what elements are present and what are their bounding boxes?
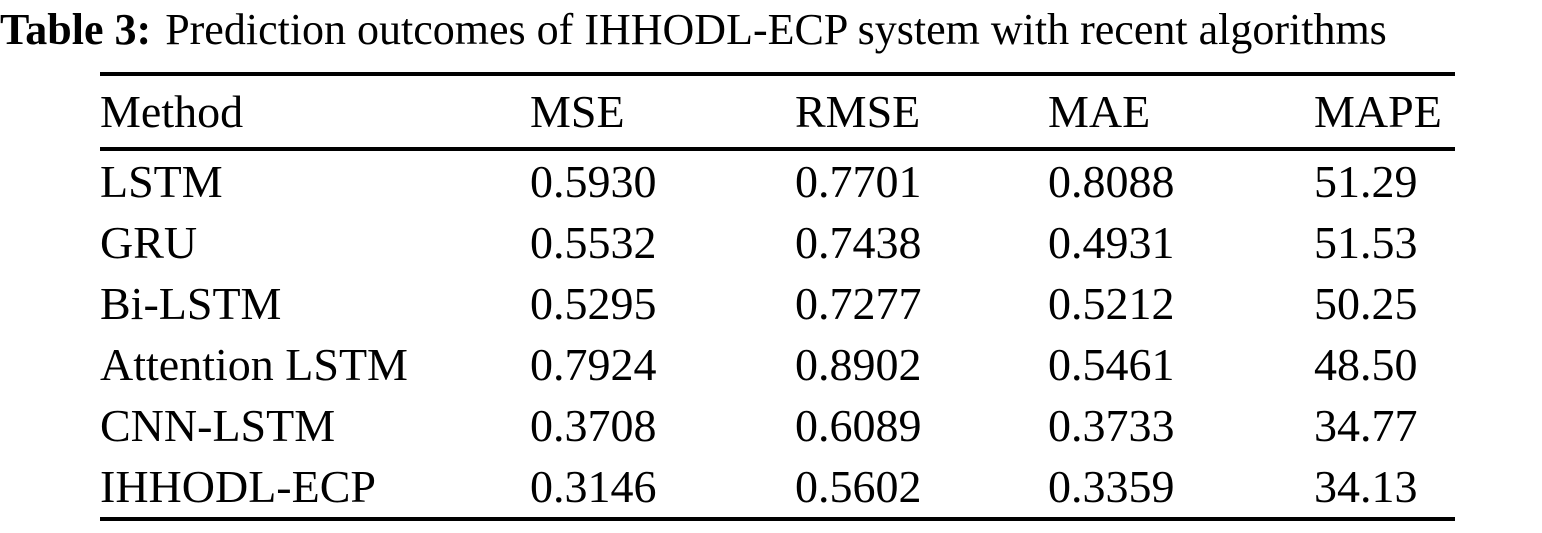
cell-mape: 34.77 — [1314, 399, 1418, 451]
table-row: Bi-LSTM 0.5295 0.7277 0.5212 50.25 — [100, 273, 1455, 334]
cell-mse: 0.5532 — [530, 216, 657, 268]
cell-method: Bi-LSTM — [100, 277, 282, 329]
cell-mae: 0.8088 — [1048, 155, 1175, 207]
table-row: CNN-LSTM 0.3708 0.6089 0.3733 34.77 — [100, 395, 1455, 456]
cell-mae: 0.5461 — [1048, 338, 1175, 390]
table-row: GRU 0.5532 0.7438 0.4931 51.53 — [100, 212, 1455, 273]
cell-rmse: 0.5602 — [795, 460, 922, 512]
column-header-mse: MSE — [530, 85, 625, 137]
cell-mape: 34.13 — [1314, 460, 1418, 512]
table-row: LSTM 0.5930 0.7701 0.8088 51.29 — [100, 151, 1455, 212]
column-header-mape: MAPE — [1314, 85, 1442, 137]
cell-method: Attention LSTM — [100, 338, 408, 390]
cell-rmse: 0.8902 — [795, 338, 922, 390]
table-caption: Table 3: Prediction outcomes of IHHODL-EC… — [0, 2, 1542, 58]
cell-mae: 0.4931 — [1048, 216, 1175, 268]
cell-rmse: 0.7701 — [795, 155, 922, 207]
cell-mse: 0.3708 — [530, 399, 657, 451]
cell-method: GRU — [100, 216, 198, 268]
cell-rmse: 0.7277 — [795, 277, 922, 329]
cell-method: IHHODL-ECP — [100, 460, 376, 512]
cell-mape: 51.29 — [1314, 155, 1418, 207]
table-row: IHHODL-ECP 0.3146 0.5602 0.3359 34.13 — [100, 456, 1455, 517]
results-table: Method MSE RMSE MAE MAPE LSTM 0.5930 0.7… — [100, 72, 1455, 521]
cell-mae: 0.5212 — [1048, 277, 1175, 329]
column-header-rmse: RMSE — [795, 85, 921, 137]
cell-mse: 0.5930 — [530, 155, 657, 207]
column-header-mae: MAE — [1048, 85, 1151, 137]
cell-mse: 0.7924 — [530, 338, 657, 390]
table-caption-label: Table 3: — [0, 5, 152, 54]
table-caption-text: Prediction outcomes of IHHODL-ECP system… — [165, 5, 1387, 54]
cell-method: CNN-LSTM — [100, 399, 336, 451]
cell-mape: 51.53 — [1314, 216, 1418, 268]
cell-rmse: 0.7438 — [795, 216, 922, 268]
table-header-row: Method MSE RMSE MAE MAPE — [100, 76, 1455, 151]
cell-mape: 50.25 — [1314, 277, 1418, 329]
cell-rmse: 0.6089 — [795, 399, 922, 451]
cell-mape: 48.50 — [1314, 338, 1418, 390]
column-header-method: Method — [100, 85, 244, 137]
cell-mae: 0.3359 — [1048, 460, 1175, 512]
table-row: Attention LSTM 0.7924 0.8902 0.5461 48.5… — [100, 334, 1455, 395]
cell-mse: 0.3146 — [530, 460, 657, 512]
cell-mae: 0.3733 — [1048, 399, 1175, 451]
cell-method: LSTM — [100, 155, 223, 207]
cell-mse: 0.5295 — [530, 277, 657, 329]
